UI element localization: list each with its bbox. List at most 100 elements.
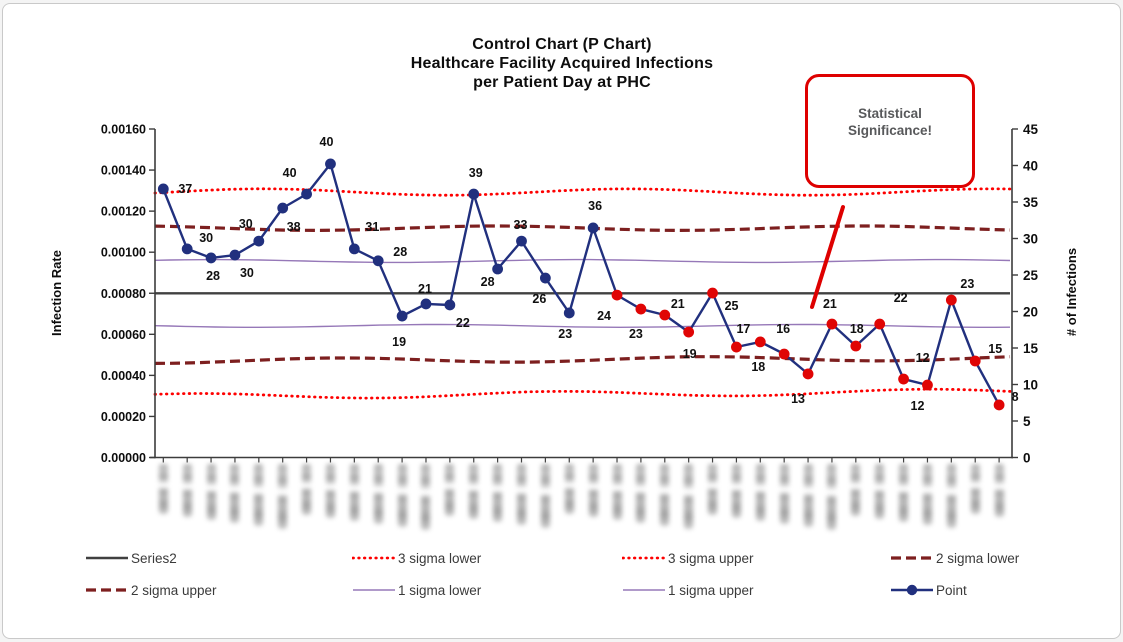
data-point-label: 26 bbox=[532, 292, 546, 306]
chart-title-line-2: Healthcare Facility Acquired Infections bbox=[410, 55, 714, 72]
data-point-label: 28 bbox=[206, 269, 220, 283]
data-point-marker bbox=[205, 252, 217, 264]
x-axis-label-redacted bbox=[588, 464, 598, 517]
data-point-label: 28 bbox=[393, 245, 407, 259]
x-axis-label-redacted bbox=[445, 464, 455, 516]
data-point-marker bbox=[802, 368, 814, 380]
legend-item-3-sigma-lower: 3 sigma lower bbox=[352, 550, 481, 566]
legend-item-2-sigma-lower: 2 sigma lower bbox=[890, 550, 1019, 566]
data-point-label: 23 bbox=[558, 327, 572, 341]
data-point-label: 39 bbox=[469, 166, 483, 180]
right-axis-tick-label: 35 bbox=[1023, 195, 1039, 210]
x-axis-label-redacted bbox=[517, 464, 526, 525]
right-axis-tick-label: 45 bbox=[1023, 122, 1039, 137]
x-axis-label-redacted bbox=[684, 464, 694, 529]
data-point-label: 23 bbox=[629, 327, 643, 341]
chart-card: Control Chart (P Chart) Healthcare Facil… bbox=[2, 3, 1121, 639]
legend-item-1-sigma-lower: 1 sigma lower bbox=[352, 582, 481, 598]
data-point-label: 23 bbox=[960, 277, 974, 291]
data-point-marker bbox=[874, 318, 886, 330]
legend-item-2-sigma-upper: 2 sigma upper bbox=[85, 582, 217, 598]
series-point-line bbox=[162, 162, 1001, 406]
data-point-marker bbox=[922, 379, 933, 391]
left-axis-tick-label: 0.00160 bbox=[101, 123, 146, 137]
data-point-marker bbox=[587, 222, 599, 234]
x-axis-label-redacted bbox=[206, 464, 216, 520]
data-point-label: 17 bbox=[736, 322, 750, 336]
right-axis-tick-label: 30 bbox=[1023, 232, 1038, 247]
left-axis-tick-label: 0.00080 bbox=[101, 287, 146, 301]
data-point-marker bbox=[253, 235, 265, 247]
data-point-label: 15 bbox=[988, 342, 1002, 356]
data-point-label: 37 bbox=[178, 182, 192, 196]
data-point-marker bbox=[325, 158, 336, 170]
x-axis-label-redacted bbox=[708, 464, 718, 515]
x-axis-label-redacted bbox=[469, 464, 479, 519]
x-axis-label-redacted bbox=[970, 464, 980, 514]
data-point-marker bbox=[516, 235, 527, 247]
data-point-marker bbox=[731, 341, 742, 353]
x-axis-label-redacted bbox=[564, 464, 574, 514]
data-point-label: 36 bbox=[588, 199, 602, 213]
control-line-1-sigma-lower bbox=[154, 323, 1011, 329]
data-point-marker bbox=[492, 263, 504, 275]
data-point-marker bbox=[420, 298, 432, 310]
legend-swatch bbox=[623, 589, 665, 591]
data-point-marker bbox=[969, 355, 981, 367]
legend-label: Point bbox=[936, 582, 967, 598]
data-point-marker bbox=[444, 299, 456, 311]
data-point-marker bbox=[301, 188, 312, 200]
x-axis-label-redacted bbox=[994, 464, 1004, 517]
legend-item-3-sigma-upper: 3 sigma upper bbox=[622, 550, 754, 566]
data-point-marker bbox=[945, 294, 957, 306]
left-axis-tick-label: 0.00120 bbox=[101, 205, 146, 219]
left-axis-tick-label: 0.00020 bbox=[101, 410, 146, 424]
x-axis-label-redacted bbox=[827, 464, 837, 530]
control-line-2-sigma-upper bbox=[154, 224, 1011, 233]
x-axis-label-redacted bbox=[325, 464, 335, 518]
left-axis-tick-label: 0.00140 bbox=[101, 164, 146, 178]
right-axis-tick-label: 5 bbox=[1023, 414, 1031, 429]
data-point-label: 38 bbox=[287, 220, 301, 234]
legend-swatch bbox=[86, 556, 128, 560]
data-point-label: 30 bbox=[199, 231, 213, 245]
x-axis-label-redacted bbox=[922, 464, 932, 525]
data-point-marker bbox=[635, 303, 647, 315]
x-axis-label-redacted bbox=[182, 464, 192, 517]
data-point-label: 21 bbox=[418, 282, 432, 296]
x-axis-label-redacted bbox=[636, 464, 646, 523]
legend-label: 3 sigma lower bbox=[398, 550, 482, 566]
x-axis-label-redacted bbox=[612, 464, 622, 520]
data-point-label: 21 bbox=[671, 297, 685, 311]
data-point-marker bbox=[372, 255, 384, 267]
data-point-marker bbox=[181, 243, 193, 255]
legend-label: Series2 bbox=[131, 550, 177, 566]
x-axis-label-redacted bbox=[946, 464, 956, 528]
control-line-3-sigma-upper bbox=[153, 187, 1012, 197]
statistical-significance-callout: Statistical Significance! bbox=[805, 74, 975, 188]
callout-line-2: Significance! bbox=[847, 123, 933, 138]
data-point-marker bbox=[683, 326, 695, 338]
legend-swatch bbox=[352, 556, 396, 560]
data-point-marker bbox=[898, 373, 909, 385]
legend-label: 2 sigma lower bbox=[936, 550, 1020, 566]
legend-swatch bbox=[891, 584, 933, 596]
chart-title: Control Chart (P Chart) Healthcare Facil… bbox=[262, 35, 862, 92]
data-point-label: 31 bbox=[365, 220, 379, 234]
x-axis-label-redacted bbox=[230, 464, 240, 523]
right-axis-tick-label: 25 bbox=[1023, 268, 1039, 283]
x-axis-label-redacted bbox=[302, 464, 312, 515]
x-axis-label-redacted bbox=[755, 464, 765, 521]
data-point-marker bbox=[826, 318, 838, 330]
chart-title-line-3: per Patient Day at PHC bbox=[473, 74, 651, 91]
data-point-label: 8 bbox=[1012, 390, 1019, 404]
x-axis-label-redacted bbox=[731, 464, 741, 518]
data-point-label: 30 bbox=[239, 217, 253, 231]
left-axis-tick-label: 0.00000 bbox=[101, 451, 146, 465]
data-point-marker bbox=[778, 348, 790, 360]
right-axis-tick-label: 10 bbox=[1023, 378, 1038, 393]
data-point-label: 28 bbox=[481, 275, 495, 289]
left-axis-tick-label: 0.00100 bbox=[101, 246, 146, 260]
data-point-label: 13 bbox=[791, 392, 805, 406]
x-axis-label-redacted bbox=[278, 464, 288, 529]
